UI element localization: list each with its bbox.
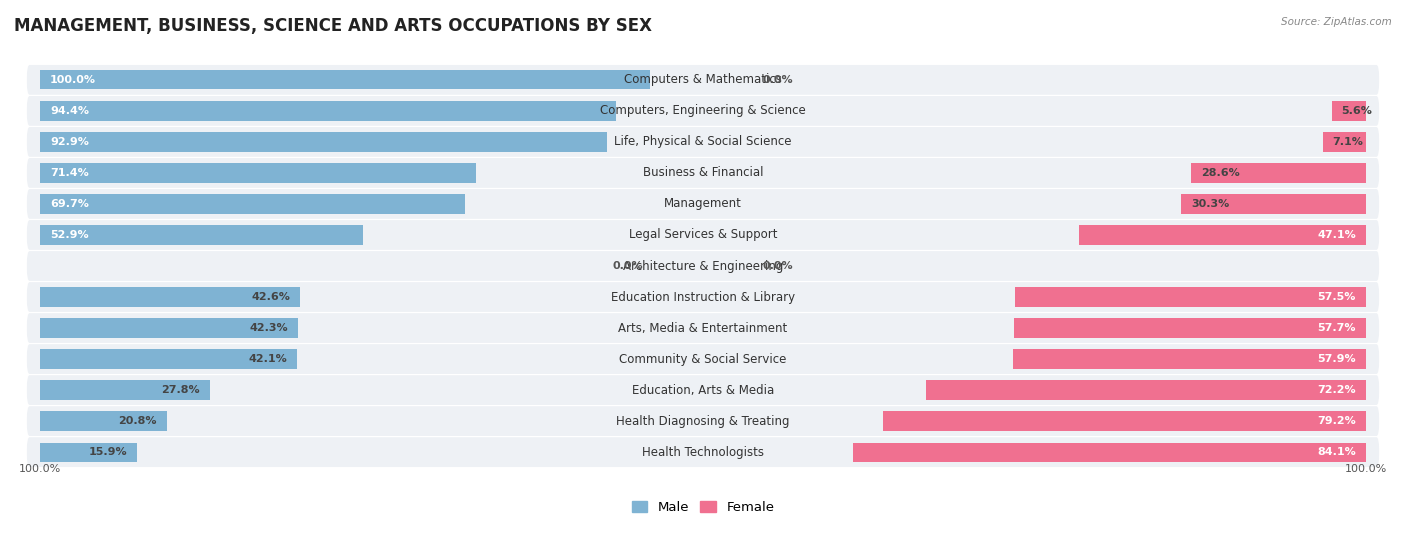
Text: 0.0%: 0.0% <box>762 75 793 85</box>
Text: MANAGEMENT, BUSINESS, SCIENCE AND ARTS OCCUPATIONS BY SEX: MANAGEMENT, BUSINESS, SCIENCE AND ARTS O… <box>14 17 652 35</box>
Bar <box>1323 132 1365 151</box>
Text: 57.5%: 57.5% <box>1317 292 1355 302</box>
Text: 72.2%: 72.2% <box>1317 385 1355 395</box>
Text: Source: ZipAtlas.com: Source: ZipAtlas.com <box>1281 17 1392 27</box>
Text: 30.3%: 30.3% <box>1191 199 1229 209</box>
Bar <box>41 163 475 183</box>
Text: Health Technologists: Health Technologists <box>643 446 763 458</box>
Text: Education, Arts & Media: Education, Arts & Media <box>631 383 775 396</box>
Bar <box>41 195 465 214</box>
Text: Business & Financial: Business & Financial <box>643 167 763 179</box>
Text: 84.1%: 84.1% <box>1317 447 1355 457</box>
Text: 5.6%: 5.6% <box>1341 106 1372 116</box>
Bar <box>41 443 138 462</box>
FancyBboxPatch shape <box>27 251 1379 281</box>
Bar <box>41 225 363 245</box>
Text: 7.1%: 7.1% <box>1333 137 1364 147</box>
Text: 100.0%: 100.0% <box>51 75 96 85</box>
Text: 47.1%: 47.1% <box>1317 230 1355 240</box>
Bar <box>41 349 297 369</box>
Text: 57.9%: 57.9% <box>1317 354 1355 364</box>
Bar <box>853 443 1365 462</box>
Bar <box>41 287 299 307</box>
Text: Legal Services & Support: Legal Services & Support <box>628 229 778 241</box>
Bar <box>1014 319 1365 338</box>
Text: 92.9%: 92.9% <box>51 137 89 147</box>
Bar <box>1078 225 1365 245</box>
Text: 57.7%: 57.7% <box>1317 323 1355 333</box>
Text: Architecture & Engineering: Architecture & Engineering <box>623 259 783 272</box>
Text: Health Diagnosing & Treating: Health Diagnosing & Treating <box>616 415 790 428</box>
Bar <box>41 381 209 400</box>
FancyBboxPatch shape <box>27 375 1379 405</box>
FancyBboxPatch shape <box>27 65 1379 95</box>
Bar <box>1191 163 1365 183</box>
Text: Arts, Media & Entertainment: Arts, Media & Entertainment <box>619 321 787 334</box>
FancyBboxPatch shape <box>27 344 1379 374</box>
FancyBboxPatch shape <box>27 127 1379 157</box>
Text: 15.9%: 15.9% <box>89 447 127 457</box>
Bar <box>1015 287 1365 307</box>
Text: Computers, Engineering & Science: Computers, Engineering & Science <box>600 105 806 117</box>
FancyBboxPatch shape <box>27 220 1379 250</box>
Text: 71.4%: 71.4% <box>51 168 89 178</box>
Text: 52.9%: 52.9% <box>51 230 89 240</box>
Bar <box>883 411 1365 431</box>
Text: Management: Management <box>664 197 742 210</box>
Text: 42.6%: 42.6% <box>252 292 290 302</box>
FancyBboxPatch shape <box>27 437 1379 467</box>
FancyBboxPatch shape <box>27 189 1379 219</box>
Bar <box>41 70 650 89</box>
FancyBboxPatch shape <box>27 313 1379 343</box>
Text: 42.3%: 42.3% <box>249 323 288 333</box>
Bar <box>41 319 298 338</box>
Text: 79.2%: 79.2% <box>1317 416 1355 426</box>
Text: 0.0%: 0.0% <box>613 261 644 271</box>
Bar <box>1012 349 1365 369</box>
Text: Community & Social Service: Community & Social Service <box>619 353 787 366</box>
Text: 100.0%: 100.0% <box>1344 465 1386 475</box>
FancyBboxPatch shape <box>27 158 1379 188</box>
Text: 20.8%: 20.8% <box>118 416 157 426</box>
FancyBboxPatch shape <box>27 96 1379 126</box>
Bar <box>925 381 1365 400</box>
Text: 27.8%: 27.8% <box>162 385 200 395</box>
Bar <box>41 101 616 121</box>
FancyBboxPatch shape <box>27 406 1379 436</box>
Text: 0.0%: 0.0% <box>762 261 793 271</box>
Text: 100.0%: 100.0% <box>20 465 62 475</box>
Bar <box>1331 101 1365 121</box>
Legend: Male, Female: Male, Female <box>626 496 780 519</box>
Text: Computers & Mathematics: Computers & Mathematics <box>624 73 782 87</box>
Text: 94.4%: 94.4% <box>51 106 89 116</box>
FancyBboxPatch shape <box>27 282 1379 312</box>
Text: 69.7%: 69.7% <box>51 199 89 209</box>
Text: 28.6%: 28.6% <box>1201 168 1240 178</box>
Text: 42.1%: 42.1% <box>249 354 287 364</box>
Bar <box>41 411 167 431</box>
Bar <box>41 132 606 151</box>
Text: Education Instruction & Library: Education Instruction & Library <box>612 291 794 304</box>
Text: Life, Physical & Social Science: Life, Physical & Social Science <box>614 135 792 149</box>
Bar <box>1181 195 1365 214</box>
